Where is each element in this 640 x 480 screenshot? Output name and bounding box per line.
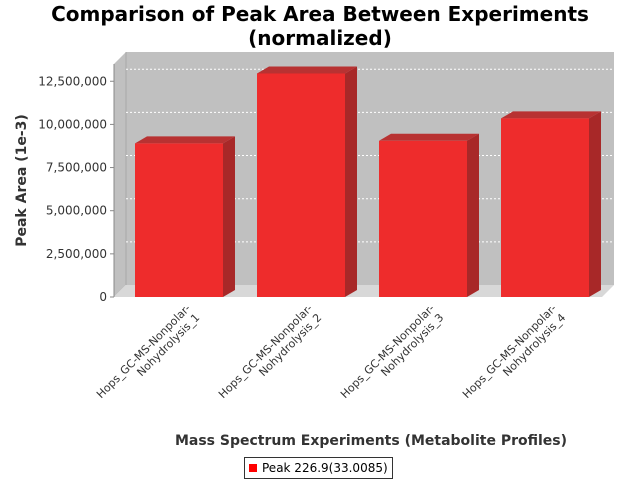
legend: Peak 226.9(33.0085) <box>244 457 393 479</box>
bar <box>257 66 357 298</box>
x-tick-label-line: Hops_GC-MS-Nonpolar- <box>94 302 193 401</box>
bar <box>379 133 479 297</box>
bar-front <box>257 73 345 298</box>
bar <box>135 136 235 297</box>
x-tick-label-line: Hops_GC-MS-Nonpolar- <box>216 302 315 401</box>
bar <box>501 111 601 297</box>
bar-top <box>501 111 601 119</box>
chart-title-line-2: (normalized) <box>248 26 392 50</box>
bar-top <box>257 66 357 74</box>
bar-side <box>467 133 479 297</box>
bar-front <box>501 118 589 297</box>
x-tick-label-line: Hops_GC-MS-Nonpolar- <box>460 302 559 401</box>
bar-side <box>589 111 601 297</box>
plot-background <box>114 52 614 297</box>
bar-top <box>379 133 479 141</box>
x-tick-label: Hops_GC-MS-Nonpolar-Nohydrolysis_4 <box>460 302 568 410</box>
bar-side <box>223 136 235 297</box>
y-tick-label: 7,500,000 <box>46 161 107 175</box>
y-tick-label: 12,500,000 <box>38 74 107 88</box>
bar-front <box>379 140 467 297</box>
bar-side <box>345 66 357 298</box>
chart-title: Comparison of Peak Area Between Experime… <box>0 2 640 50</box>
y-tick-label: 0 <box>99 290 107 304</box>
y-axis-label: Peak Area (1e-3) <box>14 114 30 247</box>
y-tick-label: 2,500,000 <box>46 247 107 261</box>
x-axis-label: Mass Spectrum Experiments (Metabolite Pr… <box>175 433 567 449</box>
bar-top <box>135 136 235 144</box>
x-tick-label-line: Hops_GC-MS-Nonpolar- <box>338 302 437 401</box>
y-tick-label: 5,000,000 <box>46 204 107 218</box>
legend-swatch <box>249 464 257 472</box>
x-tick-label: Hops_GC-MS-Nonpolar-Nohydrolysis_3 <box>338 302 446 410</box>
chart-title-line-1: Comparison of Peak Area Between Experime… <box>51 2 589 26</box>
plot-floor <box>114 285 614 297</box>
x-tick-label: Hops_GC-MS-Nonpolar-Nohydrolysis_2 <box>216 302 324 410</box>
bar-front <box>135 143 223 297</box>
y-tick-label: 10,000,000 <box>38 117 107 131</box>
legend-label: Peak 226.9(33.0085) <box>262 461 388 475</box>
x-tick-label: Hops_GC-MS-Nonpolar-Nohydrolysis_1 <box>94 302 202 410</box>
